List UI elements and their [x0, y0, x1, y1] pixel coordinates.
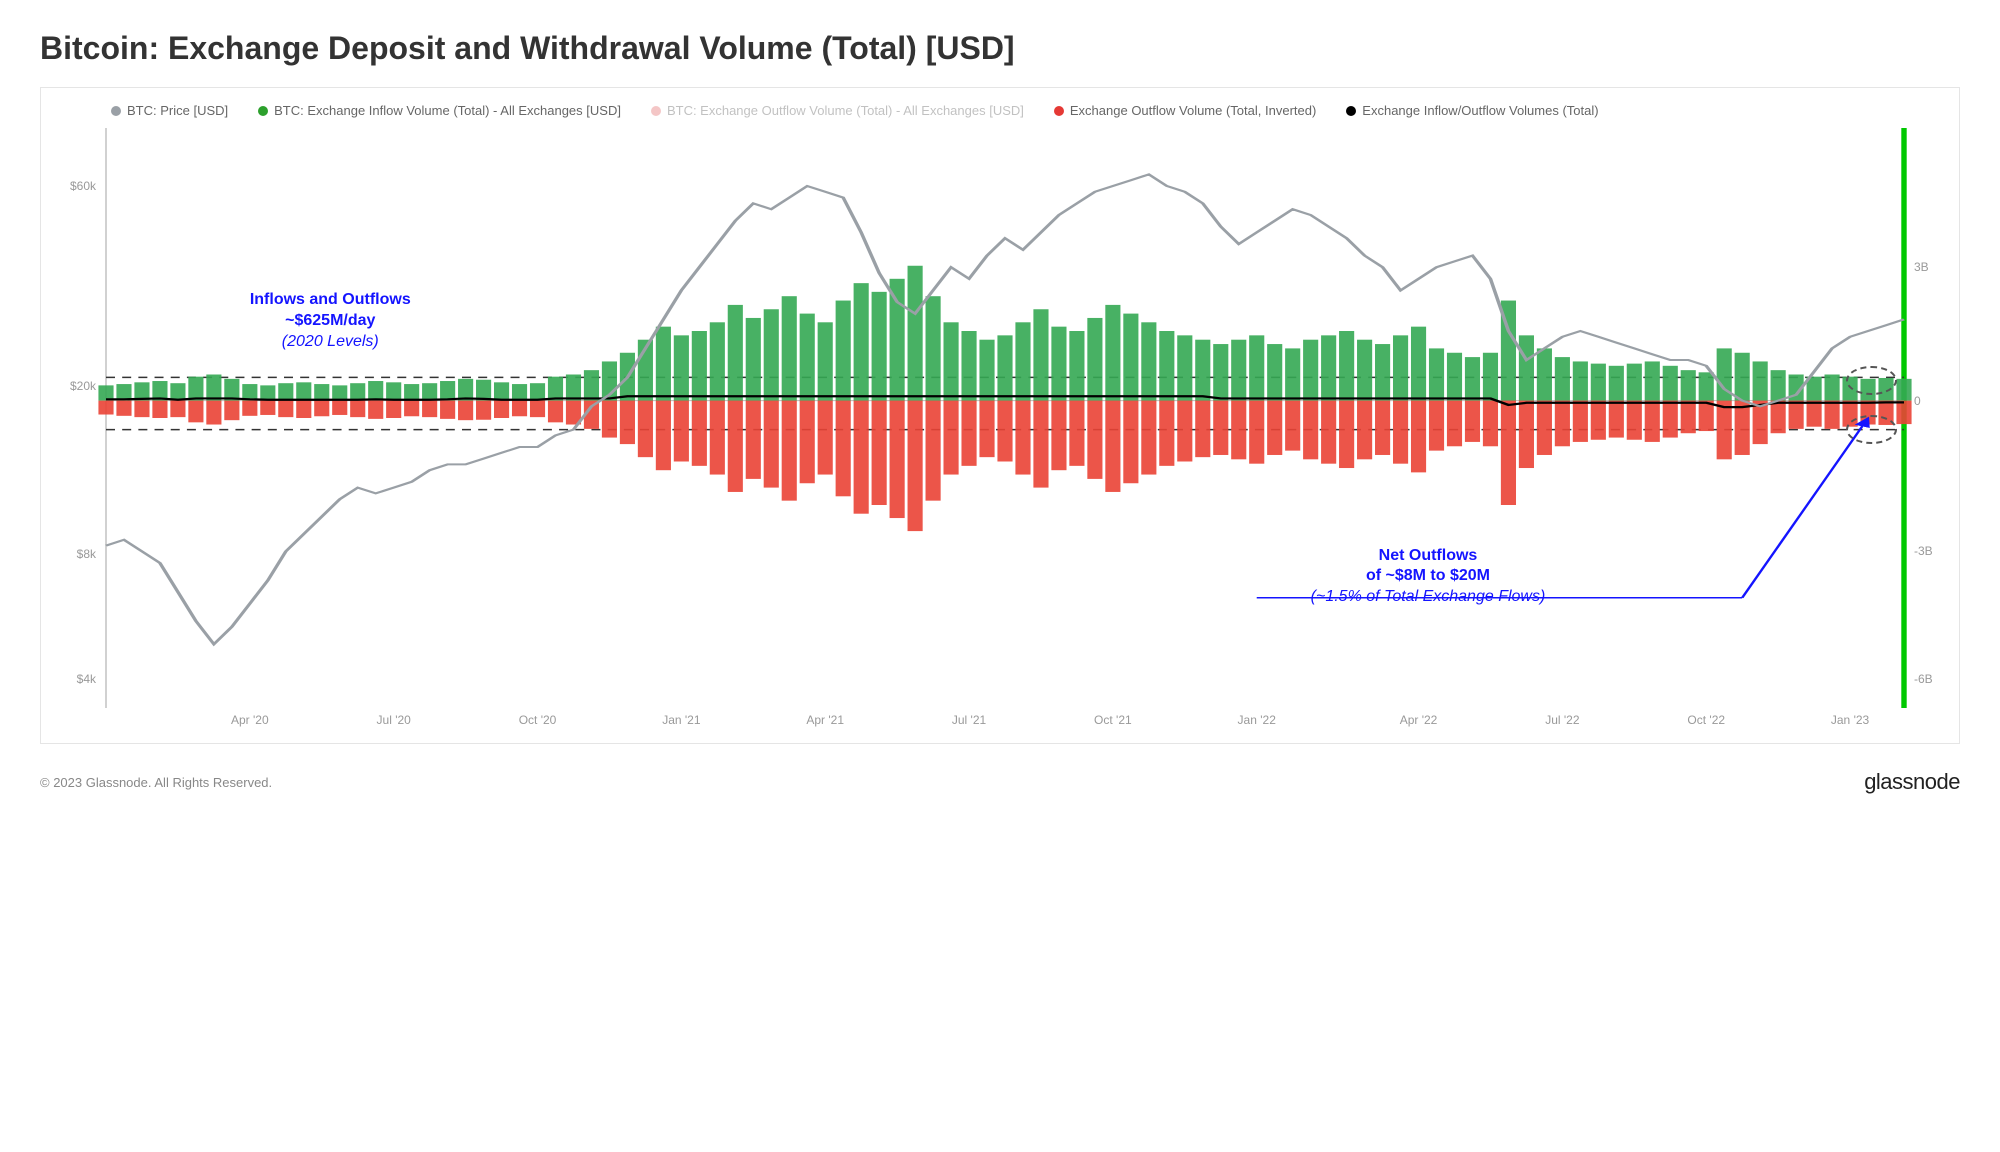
plot-svg — [106, 128, 1904, 708]
chart-container: BTC: Price [USD] BTC: Exchange Inflow Vol… — [40, 87, 1960, 744]
legend-item: BTC: Price [USD] — [111, 103, 228, 118]
legend-item: BTC: Exchange Inflow Volume (Total) - Al… — [258, 103, 621, 118]
y-axis-left: $60k$20k$8k$4k — [56, 128, 101, 708]
footer: © 2023 Glassnode. All Rights Reserved. g… — [40, 769, 1960, 795]
copyright: © 2023 Glassnode. All Rights Reserved. — [40, 775, 272, 790]
x-axis: Apr '20Jul '20Oct '20Jan '21Apr '21Jul '… — [106, 713, 1904, 738]
legend-item: BTC: Exchange Outflow Volume (Total) - A… — [651, 103, 1024, 118]
legend: BTC: Price [USD] BTC: Exchange Inflow Vol… — [51, 98, 1949, 128]
legend-item: Exchange Inflow/Outflow Volumes (Total) — [1346, 103, 1598, 118]
legend-item: Exchange Outflow Volume (Total, Inverted… — [1054, 103, 1316, 118]
brand-logo: glassnode — [1864, 769, 1960, 795]
y-axis-right: 3B0-3B-6B — [1909, 128, 1944, 708]
chart-title: Bitcoin: Exchange Deposit and Withdrawal… — [40, 30, 1960, 67]
plot-area: $60k$20k$8k$4k 3B0-3B-6B Inflows and Out… — [106, 128, 1904, 708]
